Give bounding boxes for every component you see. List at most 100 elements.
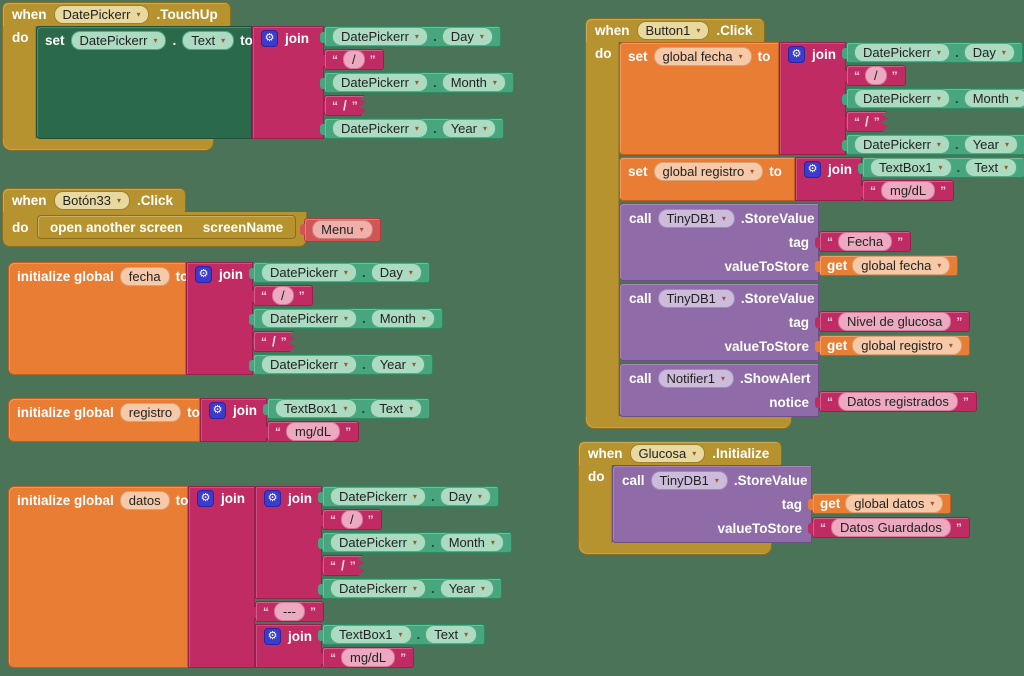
datepicker-month-block[interactable]: DatePickerr . Month [249, 308, 443, 329]
component-dropdown[interactable]: TinyDB1 [657, 288, 735, 308]
open-another-screen-block[interactable]: open another screen screenName [37, 215, 297, 239]
variable-dropdown[interactable]: global registro [653, 161, 764, 181]
when-button1-click-block[interactable]: when Button1 .Click do set global fecha … [585, 18, 1024, 429]
string-value[interactable]: mg/dL [881, 181, 936, 200]
event-header[interactable]: when DatePickerr .TouchUp [2, 2, 231, 26]
property-dropdown[interactable]: Month [439, 533, 504, 552]
component-dropdown[interactable]: TextBox1 [330, 625, 412, 644]
call-notifier-showalert-block[interactable]: call Notifier1 .ShowAlert notice “ Datos… [619, 363, 977, 417]
component-dropdown[interactable]: DatePickerr [332, 119, 428, 138]
string-datos-guardados-block[interactable]: “ Datos Guardados ” [808, 517, 970, 538]
component-dropdown[interactable]: DatePickerr [854, 135, 950, 154]
when-datepicker-touchup-block[interactable]: when DatePickerr .TouchUp do set DatePic… [2, 2, 514, 151]
get-global-fecha-block[interactable]: get global fecha [814, 255, 959, 276]
component-dropdown[interactable]: DatePickerr [332, 73, 428, 92]
init-global-datos-block[interactable]: initialize global datos to ⚙ join ⚙ join [8, 486, 512, 668]
event-header[interactable]: when Glucosa .Initialize [578, 441, 783, 465]
join-block[interactable]: ⚙ join [200, 398, 267, 442]
mutator-gear-icon[interactable]: ⚙ [197, 490, 214, 507]
component-dropdown[interactable]: DatePickerr [261, 355, 357, 374]
mutator-gear-icon[interactable]: ⚙ [195, 266, 212, 283]
component-dropdown[interactable]: DatePickerr [330, 487, 426, 506]
component-dropdown[interactable]: DatePickerr [70, 30, 167, 50]
textbox-text-block[interactable]: TextBox1 . Text [262, 398, 431, 419]
set-datepicker-text-block[interactable]: set DatePickerr . Text to ⚙ join DatePi [36, 26, 514, 139]
mutator-gear-icon[interactable]: ⚙ [788, 46, 805, 63]
component-dropdown[interactable]: DatePickerr [330, 533, 426, 552]
variable-dropdown[interactable]: global datos [845, 494, 944, 513]
property-dropdown[interactable]: Year [439, 579, 494, 598]
string-value[interactable]: / [341, 510, 363, 529]
variable-name[interactable]: fecha [119, 266, 170, 286]
outer-join-block[interactable]: ⚙ join [188, 486, 255, 668]
string-value[interactable]: / [272, 286, 294, 305]
event-header[interactable]: when Button1 .Click [585, 18, 766, 42]
join-block[interactable]: ⚙ join [186, 262, 253, 375]
property-dropdown[interactable]: Text [965, 158, 1018, 177]
mutator-gear-icon[interactable]: ⚙ [264, 628, 281, 645]
datepicker-day-block[interactable]: DatePickerr . Day [249, 262, 430, 283]
component-dropdown[interactable]: Button1 [636, 21, 710, 40]
set-global-fecha-block[interactable]: set global fecha to ⚙ join DatePickerr . [619, 42, 1024, 155]
string-slash-block[interactable]: “ / ” [318, 509, 382, 530]
inner-join-date-block[interactable]: ⚙ join DatePickerr . Day “ / ” [255, 486, 512, 599]
property-dropdown[interactable]: Year [963, 135, 1018, 154]
variable-dropdown[interactable]: global fecha [653, 46, 752, 66]
property-dropdown[interactable]: Text [425, 625, 478, 644]
string-value[interactable]: Nivel de glucosa [838, 312, 952, 331]
string-value[interactable]: / [341, 558, 345, 573]
datepicker-month-block[interactable]: DatePickerr . Month [318, 532, 512, 553]
component-dropdown[interactable]: TextBox1 [275, 399, 357, 418]
property-dropdown[interactable]: Year [370, 355, 425, 374]
string-mgdl-block[interactable]: “ mg/dL ” [317, 647, 415, 668]
when-glucosa-initialize-block[interactable]: when Glucosa .Initialize do call TinyDB1… [578, 441, 970, 555]
string-slash-block[interactable]: “ / ” [320, 49, 384, 70]
component-dropdown[interactable]: DatePickerr [53, 5, 150, 24]
property-dropdown[interactable]: Day [439, 487, 491, 506]
component-dropdown[interactable]: TinyDB1 [657, 208, 735, 228]
mutator-gear-icon[interactable]: ⚙ [261, 30, 278, 47]
datepicker-day-block[interactable]: DatePickerr . Day [842, 42, 1023, 63]
mutator-gear-icon[interactable]: ⚙ [209, 402, 226, 419]
call-tinydb-storevalue-fecha-block[interactable]: call TinyDB1 .StoreValue tag valueToStor… [619, 203, 959, 281]
join-block[interactable]: ⚙ join [255, 486, 322, 599]
string-datos-registrados-block[interactable]: “ Datos registrados ” [815, 391, 977, 412]
datepicker-day-block[interactable]: DatePickerr . Day [320, 26, 501, 47]
variable-dropdown[interactable]: global fecha [852, 256, 951, 275]
string-value[interactable]: Datos Guardados [831, 518, 951, 537]
screen-dropdown[interactable]: Menu [312, 220, 373, 239]
string-value[interactable]: / [343, 50, 365, 69]
component-dropdown[interactable]: DatePickerr [330, 579, 426, 598]
string-nivel-glucosa-block[interactable]: “ Nivel de glucosa ” [814, 311, 971, 332]
string-slash-block[interactable]: “ / ” [253, 331, 295, 352]
property-dropdown[interactable]: Text [370, 399, 423, 418]
textbox-text-block[interactable]: TextBox1 . Text [857, 157, 1024, 178]
when-boton33-click-block[interactable]: when Botón33 .Click do open another scre… [2, 188, 381, 247]
datepicker-day-block[interactable]: DatePickerr . Day [318, 486, 499, 507]
string-value[interactable]: / [272, 334, 276, 349]
init-global-registro-block[interactable]: initialize global registro to ⚙ join Tex… [8, 398, 431, 442]
mutator-gear-icon[interactable]: ⚙ [264, 490, 281, 507]
string-slash-block[interactable]: “ / ” [324, 95, 366, 116]
component-dropdown[interactable]: DatePickerr [854, 89, 950, 108]
get-global-registro-block[interactable]: get global registro [815, 335, 970, 356]
string-slash-block[interactable]: “ / ” [842, 65, 906, 86]
component-dropdown[interactable]: Notifier1 [657, 368, 734, 388]
join-block[interactable]: ⚙ join [252, 26, 324, 139]
property-dropdown[interactable]: Day [441, 27, 493, 46]
property-dropdown[interactable]: Month [963, 89, 1024, 108]
string-value[interactable]: / [865, 66, 887, 85]
component-dropdown[interactable]: TinyDB1 [650, 470, 728, 490]
join-block[interactable]: ⚙ join [795, 157, 862, 201]
component-dropdown[interactable]: DatePickerr [261, 263, 357, 282]
screen-menu-block[interactable]: Menu [300, 217, 381, 242]
mutator-gear-icon[interactable]: ⚙ [804, 161, 821, 178]
string-mgdl-block[interactable]: “ mg/dL ” [857, 180, 955, 201]
call-tinydb-storevalue-datos-block[interactable]: call TinyDB1 .StoreValue tag valueToStor… [612, 465, 970, 543]
component-dropdown[interactable]: DatePickerr [261, 309, 357, 328]
component-dropdown[interactable]: DatePickerr [332, 27, 428, 46]
string-slash-block[interactable]: “ / ” [322, 555, 364, 576]
get-global-datos-block[interactable]: get global datos [807, 493, 952, 514]
component-dropdown[interactable]: Botón33 [53, 191, 130, 210]
datepicker-month-block[interactable]: DatePickerr . Month [320, 72, 514, 93]
